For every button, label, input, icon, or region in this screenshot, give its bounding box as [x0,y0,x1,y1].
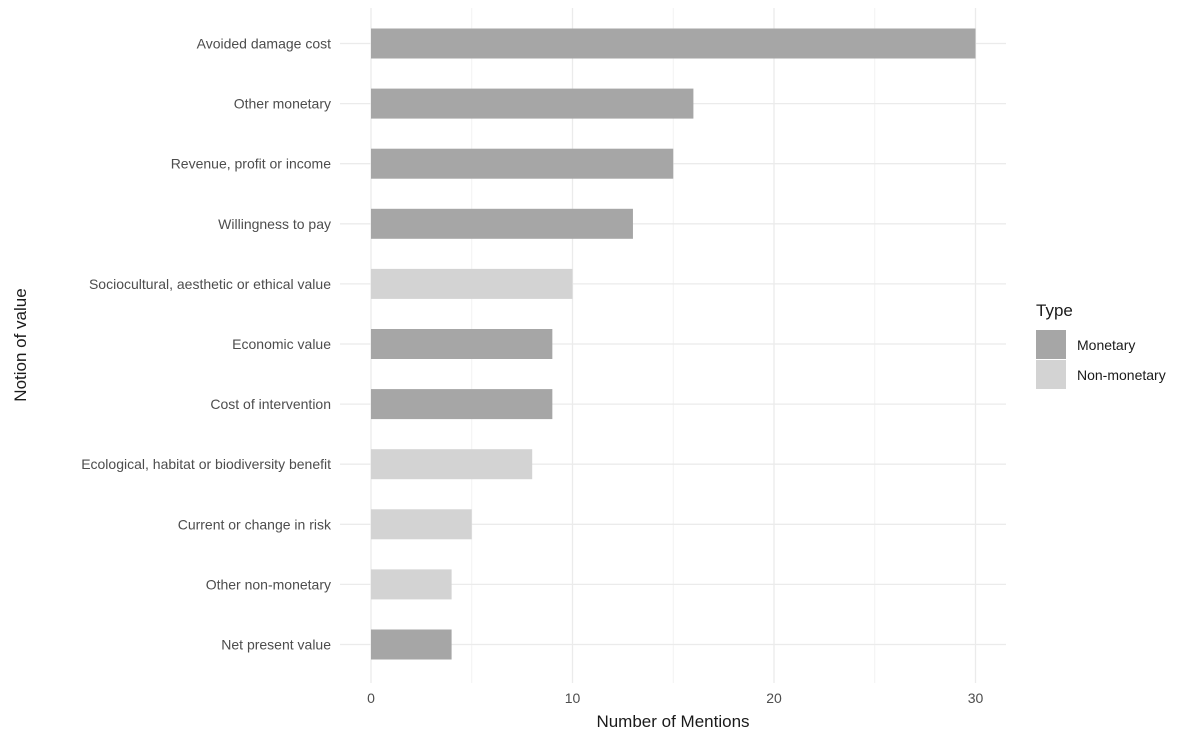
bars [371,28,976,660]
category-label: Net present value [221,637,331,653]
legend-title: Type [1036,301,1073,320]
bar [371,509,472,540]
category-label: Other monetary [234,96,331,112]
x-tick-label: 30 [968,690,984,706]
legend-swatch [1036,330,1066,359]
bar [371,329,553,359]
bar [371,449,533,480]
y-axis-title: Notion of value [11,288,30,401]
bar [371,208,633,239]
category-label: Other non-monetary [206,576,331,592]
legend-swatch [1036,360,1066,389]
category-label: Cost of intervention [210,396,331,412]
x-tick-label: 20 [766,690,782,706]
legend-label: Non-monetary [1077,367,1166,383]
x-tick-label: 10 [565,690,581,706]
bar [371,569,452,600]
bar [371,28,976,59]
category-label: Ecological, habitat or biodiversity bene… [81,456,331,472]
category-label: Revenue, profit or income [171,156,332,172]
x-tick-label: 0 [367,690,375,706]
bar [371,268,573,299]
x-axis-title: Number of Mentions [596,712,749,731]
x-tick-labels: 0 10 20 30 [367,690,983,706]
bar [371,389,553,420]
category-labels: Avoided damage cost Other monetary Revenue… [81,36,332,653]
category-label: Sociocultural, aesthetic or ethical valu… [89,276,331,292]
category-label: Avoided damage cost [197,36,331,52]
legend-entries: Monetary Non-monetary [1036,330,1166,389]
category-label: Current or change in risk [178,516,332,532]
bar [371,88,694,119]
bar [371,629,452,660]
legend: Type Monetary Non-monetary [1036,301,1166,389]
legend-label: Monetary [1077,337,1135,353]
category-label: Willingness to pay [218,216,331,232]
bar [371,148,674,179]
category-label: Economic value [232,336,331,352]
